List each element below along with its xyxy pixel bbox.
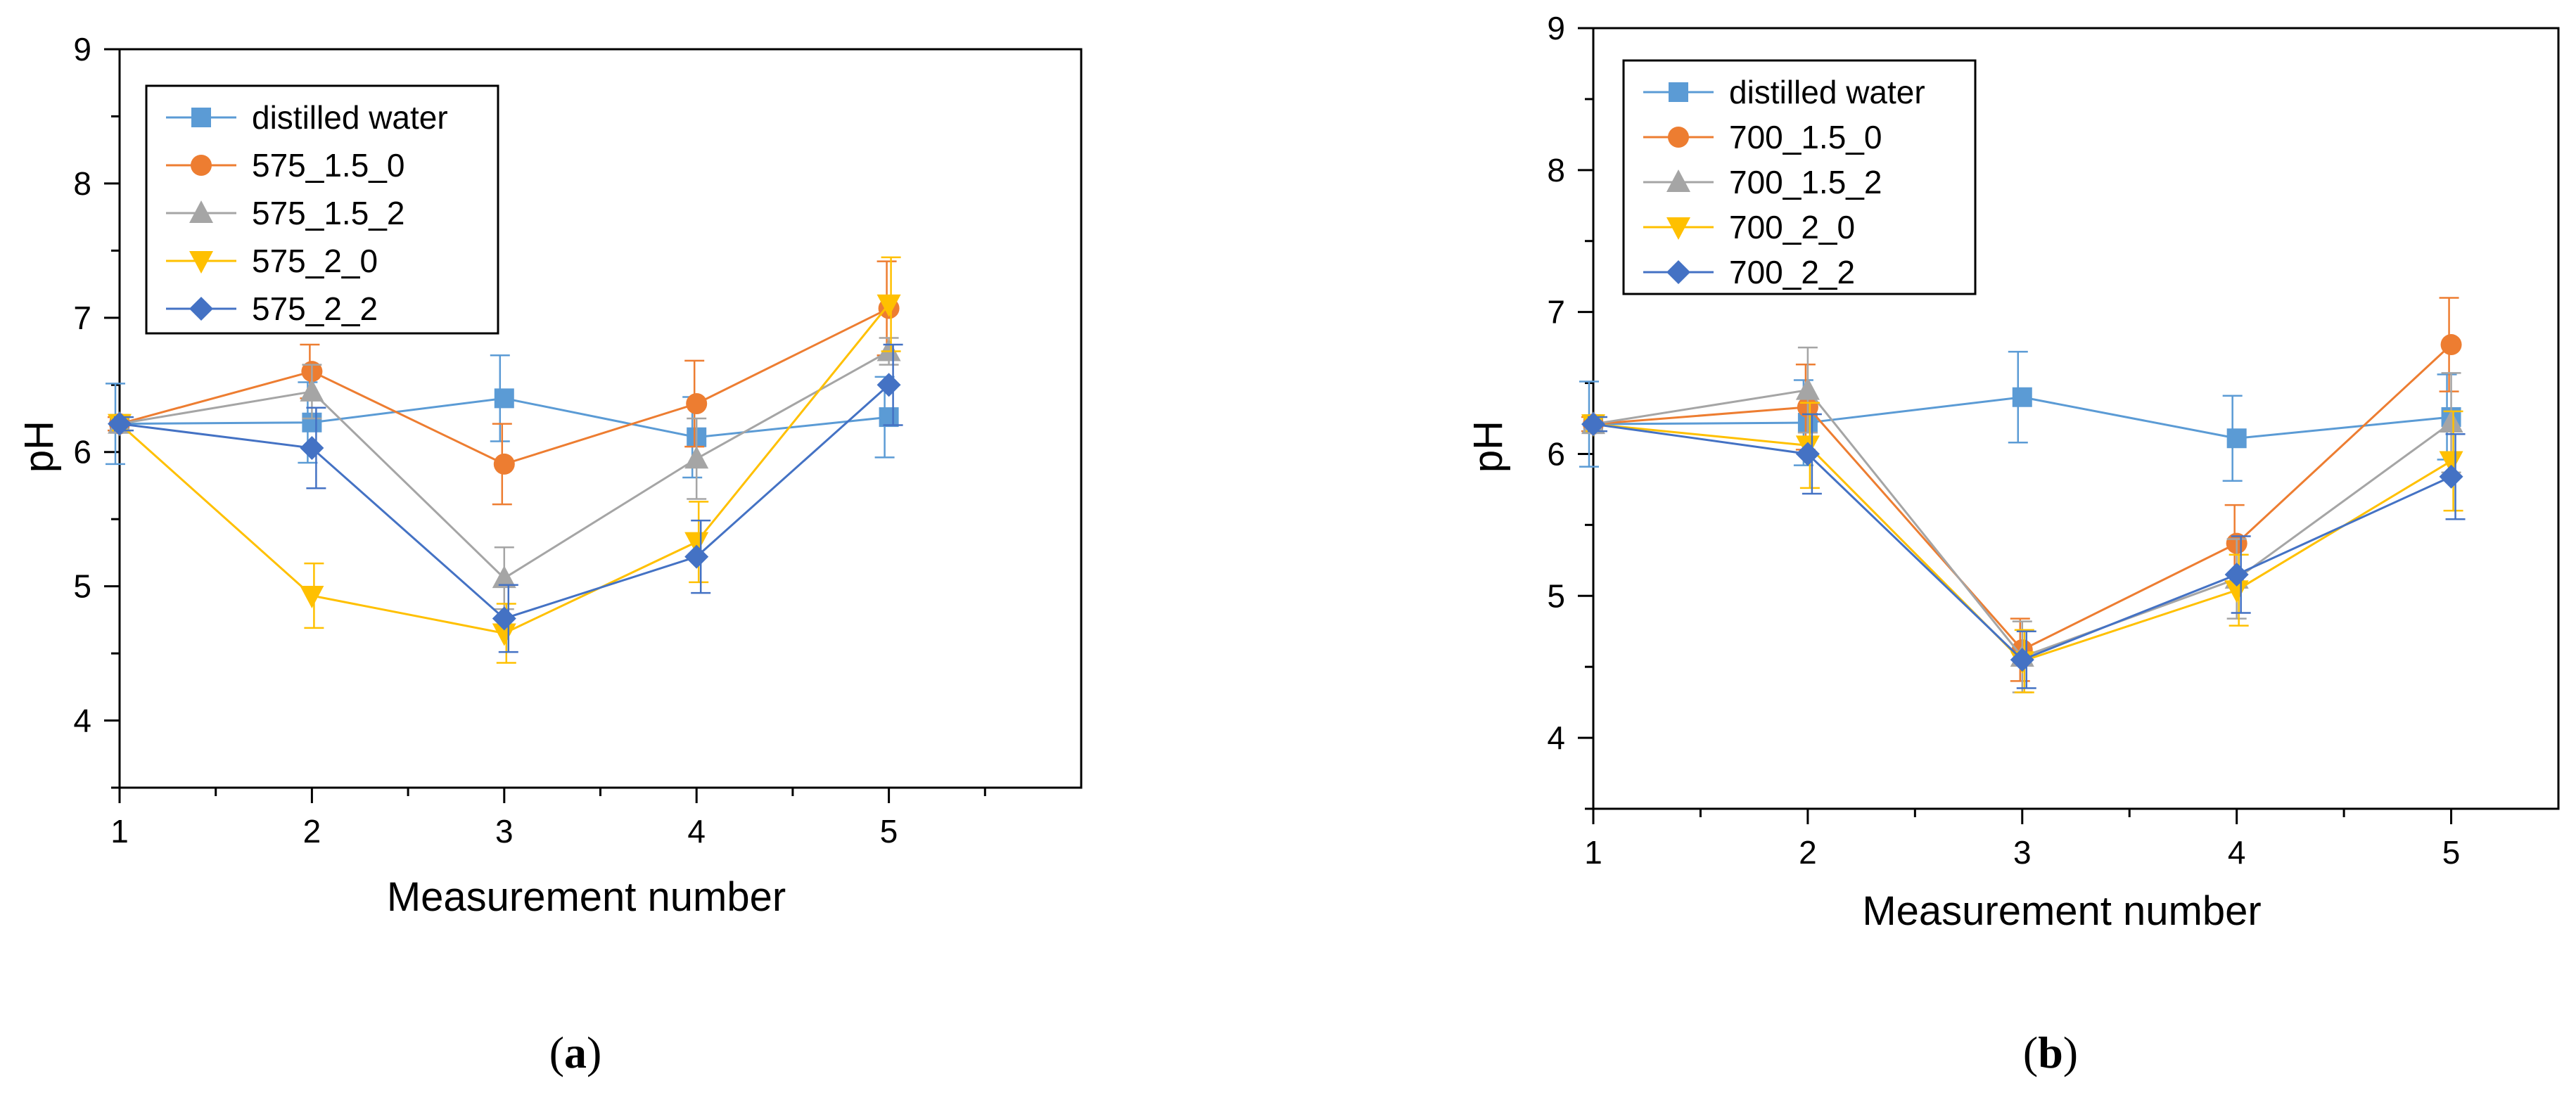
x-tick-label: 3 bbox=[2013, 834, 2032, 871]
legend-label: 700_1.5_0 bbox=[1729, 119, 1882, 155]
data-point bbox=[2224, 563, 2249, 587]
legend-label: 575_2_0 bbox=[252, 243, 378, 279]
y-tick-label: 9 bbox=[1547, 10, 1565, 46]
legend-marker bbox=[1668, 127, 1689, 148]
data-point bbox=[108, 411, 132, 436]
data-point bbox=[2224, 580, 2249, 603]
chart-panel-a: 1 2 3 4 5 4 5 6 7 8 9 Measurement number pH distilled… bbox=[16, 31, 1083, 1077]
x-tick-label: 5 bbox=[880, 813, 898, 850]
panel-label: (a) bbox=[549, 1027, 602, 1077]
data-point bbox=[493, 453, 515, 475]
legend-label: 575_2_2 bbox=[252, 290, 378, 327]
legend-marker bbox=[1666, 169, 1690, 192]
data-point bbox=[492, 565, 516, 589]
x-tick-label: 5 bbox=[2442, 834, 2461, 871]
legend: distilled water 700_1.5_0 700_1.5_2 700_2_0… bbox=[1622, 59, 1977, 295]
panel-label: (b) bbox=[2023, 1027, 2078, 1077]
data-point bbox=[876, 294, 901, 317]
data-point bbox=[684, 532, 709, 555]
data-point bbox=[876, 338, 901, 361]
data-point bbox=[2439, 410, 2463, 433]
x-axis-title: Measurement number bbox=[1862, 888, 2261, 934]
legend-marker bbox=[189, 251, 213, 274]
legend: distilled water 575_1.5_0 575_1.5_2 575_2_0… bbox=[145, 84, 499, 335]
y-tick-label: 7 bbox=[73, 300, 91, 336]
legend-marker bbox=[189, 200, 213, 223]
y-tick-label: 4 bbox=[73, 703, 91, 739]
legend-marker bbox=[1666, 260, 1690, 284]
y-tick-label: 7 bbox=[1547, 294, 1565, 331]
series-700_2_2 bbox=[1581, 412, 2466, 689]
y-tick-label: 9 bbox=[73, 31, 91, 68]
y-tick-label: 8 bbox=[1547, 152, 1565, 188]
data-point bbox=[2439, 464, 2463, 489]
data-point bbox=[876, 373, 901, 397]
x-tick-label: 1 bbox=[1584, 834, 1602, 871]
legend-label: distilled water bbox=[1729, 74, 1925, 110]
data-point bbox=[2439, 451, 2463, 474]
data-point bbox=[300, 436, 324, 460]
x-tick-label: 3 bbox=[495, 813, 514, 850]
y-tick-label: 5 bbox=[1547, 577, 1565, 614]
data-point bbox=[1795, 442, 1820, 466]
data-point bbox=[492, 606, 516, 631]
legend-label: 575_1.5_2 bbox=[252, 195, 404, 231]
x-tick-label: 2 bbox=[1799, 834, 1817, 871]
y-tick-label: 6 bbox=[73, 434, 91, 470]
data-point bbox=[1795, 377, 1820, 400]
series-distilled water bbox=[1579, 350, 2461, 482]
data-point bbox=[2440, 334, 2462, 356]
x-tick-label: 4 bbox=[687, 813, 706, 850]
legend-label: 575_1.5_0 bbox=[252, 147, 404, 184]
legend-marker bbox=[1666, 217, 1690, 240]
data-point bbox=[684, 446, 709, 469]
x-tick-label: 1 bbox=[110, 813, 129, 850]
data-point bbox=[1581, 412, 1605, 437]
y-tick-label: 4 bbox=[1547, 719, 1565, 756]
y-axis-title: pH bbox=[16, 421, 62, 473]
legend-marker bbox=[1669, 82, 1688, 102]
data-point bbox=[2226, 428, 2247, 449]
legend-label: distilled water bbox=[252, 99, 448, 136]
data-point bbox=[494, 388, 514, 409]
data-point bbox=[684, 544, 709, 569]
data-point bbox=[2012, 387, 2032, 407]
y-tick-label: 6 bbox=[1547, 435, 1565, 472]
data-point bbox=[300, 586, 324, 608]
y-axis-title: pH bbox=[1465, 421, 1511, 473]
data-point bbox=[300, 378, 324, 402]
series-575_2_2 bbox=[108, 343, 903, 653]
legend-label: 700_2_2 bbox=[1729, 254, 1855, 290]
data-point bbox=[492, 623, 516, 646]
data-point bbox=[879, 407, 899, 428]
x-tick-label: 4 bbox=[2228, 834, 2246, 871]
data-point bbox=[2010, 648, 2034, 672]
x-axis-title: Measurement number bbox=[387, 874, 786, 920]
y-tick-label: 5 bbox=[73, 568, 91, 605]
y-tick-label: 8 bbox=[73, 165, 91, 202]
x-tick-label: 2 bbox=[303, 813, 321, 850]
chart-panel-b: 1 2 3 4 5 4 5 6 7 8 9 Measurement number pH distilled… bbox=[1465, 10, 2560, 1077]
legend-label: 700_1.5_2 bbox=[1729, 164, 1882, 200]
legend-marker bbox=[191, 108, 211, 127]
legend-marker bbox=[189, 297, 213, 321]
legend-label: 700_2_0 bbox=[1729, 209, 1855, 245]
legend-marker bbox=[191, 155, 212, 176]
data-point bbox=[686, 393, 708, 414]
